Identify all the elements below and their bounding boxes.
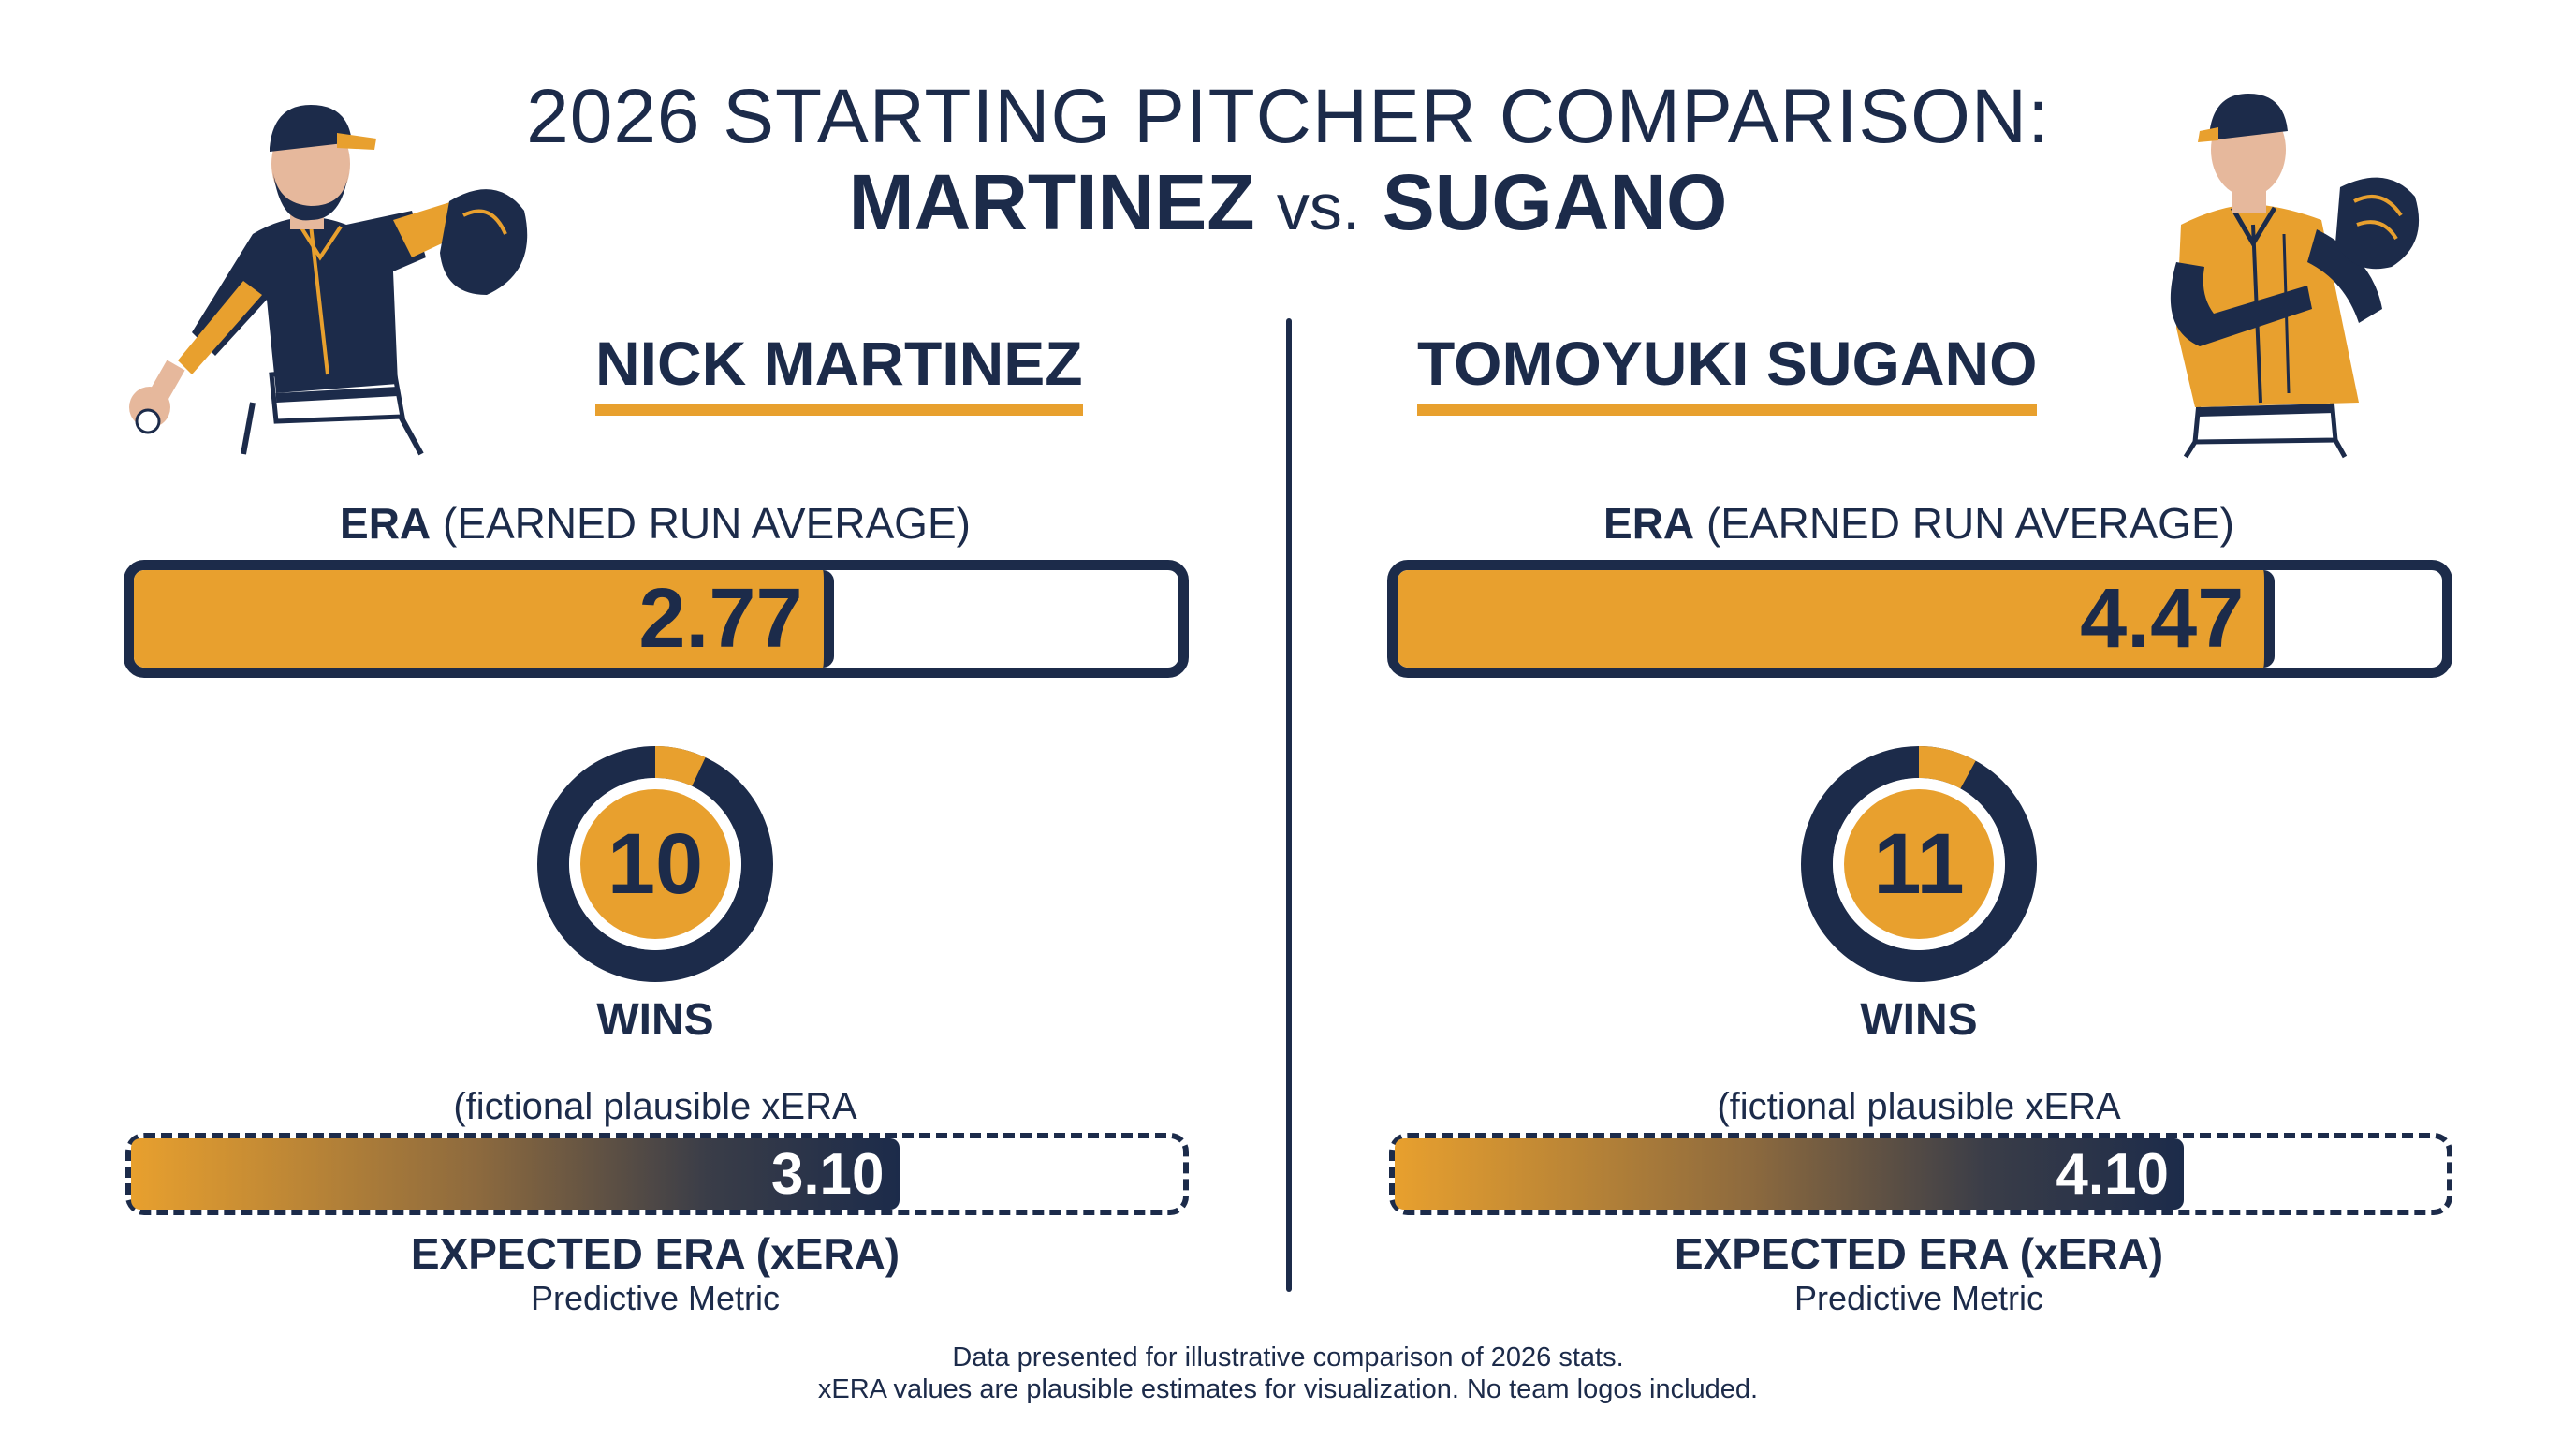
wins-value-left: 10 (607, 815, 704, 912)
xera-bar-left: 3.10 (125, 1133, 1189, 1215)
xera-label-left: EXPECTED ERA (xERA) (410, 1229, 900, 1278)
wins-ring-graphic-right (1801, 746, 2037, 982)
era-label-bold-left: ERA (340, 499, 432, 548)
xera-bar-fill-left: 3.10 (131, 1138, 900, 1210)
era-bar-fill-left: 2.77 (134, 570, 834, 668)
era-bar-left: 2.77 (124, 560, 1189, 678)
wins-ring-left: 10 (536, 745, 774, 983)
wins-ring-graphic-left (537, 746, 773, 982)
pitcher-set-position-illustration (2170, 94, 2420, 459)
wins-ring-right: 11 (1800, 745, 2038, 983)
era-bar-fill-right: 4.47 (1398, 570, 2276, 668)
era-label-rest-right: (EARNED RUN AVERAGE) (1705, 499, 2234, 548)
player-name-left: NICK MARTINEZ (595, 328, 1083, 416)
footnote-line-2: xERA values are plausible estimates for … (817, 1374, 1759, 1404)
title-left-name: MARTINEZ (848, 158, 1255, 246)
xera-bar-right: 4.10 (1389, 1133, 2452, 1215)
era-bar-right: 4.47 (1387, 560, 2452, 678)
wins-label-left: WINS (596, 995, 714, 1045)
title-vs: vs. (1276, 170, 1361, 243)
era-label-left: ERA (EARNED RUN AVERAGE) (124, 498, 1187, 549)
xera-sub-right: Predictive Metric (1793, 1279, 2044, 1317)
xera-value-left: 3.10 (770, 1141, 885, 1207)
era-label-right: ERA (EARNED RUN AVERAGE) (1387, 498, 2451, 549)
player-name-right: TOMOYUKI SUGANO (1417, 328, 2038, 416)
xera-note-right: (fictional plausible xERA (1717, 1086, 2121, 1127)
xera-value-right: 4.10 (2056, 1141, 2169, 1207)
title-right-name: SUGANO (1382, 158, 1728, 246)
xera-bar-fill-right: 4.10 (1395, 1138, 2184, 1210)
xera-label-right: EXPECTED ERA (xERA) (1674, 1229, 2164, 1278)
title-line-2: MARTINEZ vs. SUGANO (0, 157, 2576, 248)
pitcher-throwing-illustration (129, 105, 528, 456)
era-value-left: 2.77 (638, 571, 803, 666)
era-label-rest-left: (EARNED RUN AVERAGE) (442, 499, 971, 548)
wins-ring-arc-right (1801, 746, 2037, 982)
center-divider (1286, 318, 1292, 1292)
wins-value-right: 11 (1873, 815, 1965, 912)
era-value-right: 4.47 (2080, 571, 2245, 666)
footnote-line-1: Data presented for illustrative comparis… (952, 1343, 1624, 1372)
wins-label-right: WINS (1860, 995, 1978, 1045)
xera-note-left: (fictional plausible xERA (453, 1086, 857, 1127)
wins-ring-arc-left (537, 746, 773, 982)
era-label-bold-right: ERA (1603, 499, 1695, 548)
title-line-1: 2026 STARTING PITCHER COMPARISON: (526, 74, 2050, 159)
xera-sub-left: Predictive Metric (530, 1279, 781, 1317)
